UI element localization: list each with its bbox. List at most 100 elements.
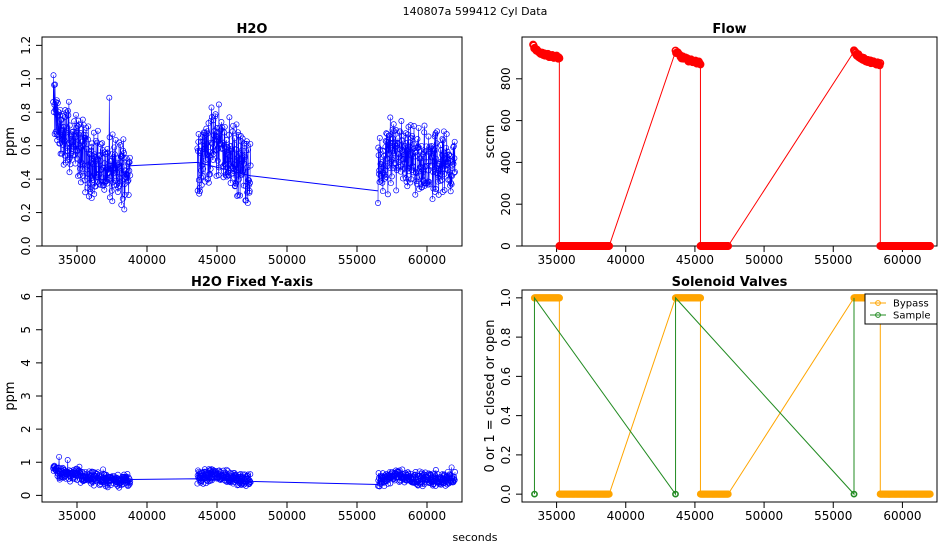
h2o-point — [420, 178, 427, 185]
h2o-point — [62, 129, 69, 136]
valves-y-tick-label: 1.0 — [499, 288, 513, 307]
h2o-point — [408, 152, 415, 159]
h2o-point — [197, 149, 204, 156]
h2o-point — [390, 165, 397, 172]
h2o-point — [229, 128, 236, 135]
h2o-point — [104, 180, 111, 187]
h2o-point — [76, 172, 83, 179]
h2o-fixed-y-tick-label: 2 — [19, 425, 33, 433]
h2o-point — [415, 124, 422, 131]
h2o-point — [72, 141, 79, 148]
flow-x-tick-label: 55000 — [814, 253, 852, 267]
h2o-point — [211, 132, 217, 139]
h2o-point — [410, 140, 417, 147]
h2o-x-tick-label: 60000 — [408, 253, 446, 267]
h2o-point — [243, 140, 250, 147]
flow-y-tick-label: 600 — [499, 109, 513, 132]
h2o-point — [76, 131, 83, 138]
h2o-point — [393, 167, 400, 173]
h2o-point — [404, 183, 411, 190]
h2o-point — [115, 163, 122, 170]
h2o-point — [388, 173, 395, 180]
h2o-point — [118, 159, 125, 166]
valves-legend-marker — [875, 300, 881, 306]
h2o-point — [413, 180, 420, 187]
h2o-point — [110, 154, 117, 161]
h2o-y-label: ppm — [3, 127, 18, 156]
h2o-point — [375, 152, 382, 159]
h2o-point — [451, 169, 458, 176]
h2o-point — [228, 145, 235, 152]
h2o-point — [223, 173, 230, 180]
flow-point — [926, 242, 935, 250]
h2o-point — [127, 172, 134, 179]
h2o-point — [65, 107, 71, 114]
h2o-point — [376, 135, 383, 141]
h2o-point — [225, 152, 232, 159]
flow-title: Flow — [712, 22, 746, 37]
valves-x-tick-label: 50000 — [745, 509, 783, 523]
h2o-point — [61, 152, 68, 159]
h2o-fixed-point — [223, 466, 230, 473]
h2o-point — [103, 178, 110, 184]
h2o-point — [447, 188, 454, 195]
h2o-point — [377, 146, 384, 153]
h2o-point — [108, 187, 115, 194]
valves-legend-box — [864, 293, 938, 325]
h2o-point — [202, 131, 209, 138]
h2o-point — [105, 149, 111, 156]
h2o-fixed-x-axis: 35000 40000 45000 50000 55000 60000 — [58, 501, 446, 523]
h2o-point — [242, 183, 249, 190]
h2o-point — [412, 191, 419, 198]
valves-bypass-point — [724, 490, 732, 498]
h2o-point — [235, 176, 242, 183]
h2o-point — [81, 140, 87, 147]
h2o-point — [116, 182, 123, 189]
h2o-point — [95, 174, 102, 181]
h2o-point — [231, 135, 238, 142]
h2o-point — [401, 165, 408, 172]
h2o-point — [198, 174, 205, 181]
h2o-point — [101, 160, 108, 167]
h2o-fixed-point — [64, 457, 71, 463]
h2o-fixed-point — [247, 471, 254, 478]
h2o-y-tick-label: 0.2 — [19, 203, 33, 222]
h2o-fixed-point — [124, 471, 131, 477]
h2o-point — [392, 159, 399, 166]
h2o-point — [90, 129, 97, 136]
h2o-point — [408, 176, 415, 183]
h2o-point — [400, 156, 407, 163]
h2o-fixed-point — [452, 469, 458, 475]
valves-series — [530, 294, 934, 498]
h2o-point — [88, 147, 95, 154]
valves-sample-point — [850, 490, 858, 498]
h2o-point — [446, 151, 453, 158]
h2o-point — [218, 119, 225, 125]
h2o-point — [233, 168, 240, 175]
h2o-point — [247, 179, 253, 186]
h2o-point — [126, 167, 133, 174]
h2o-fixed-series — [50, 453, 458, 491]
h2o-point — [91, 191, 98, 198]
h2o-point — [219, 124, 226, 131]
valves-bypass-point — [555, 294, 564, 302]
h2o-point — [73, 125, 80, 131]
h2o-point — [401, 151, 408, 158]
h2o-point — [451, 155, 458, 162]
h2o-point — [408, 134, 414, 141]
h2o-point — [204, 176, 211, 182]
h2o-point — [217, 140, 224, 147]
h2o-point — [434, 178, 441, 185]
h2o-point — [230, 161, 237, 168]
h2o-fixed-y-tick-label: 6 — [19, 293, 33, 301]
h2o-point — [199, 173, 206, 180]
flow-point — [724, 242, 733, 250]
h2o-point — [117, 142, 124, 149]
h2o-point — [215, 172, 222, 179]
h2o-fixed-title: H2O Fixed Y-axis — [191, 275, 313, 290]
h2o-point — [97, 141, 104, 148]
h2o-point — [435, 191, 442, 198]
h2o-point — [407, 122, 414, 129]
flow-x-tick-label: 50000 — [745, 253, 783, 267]
